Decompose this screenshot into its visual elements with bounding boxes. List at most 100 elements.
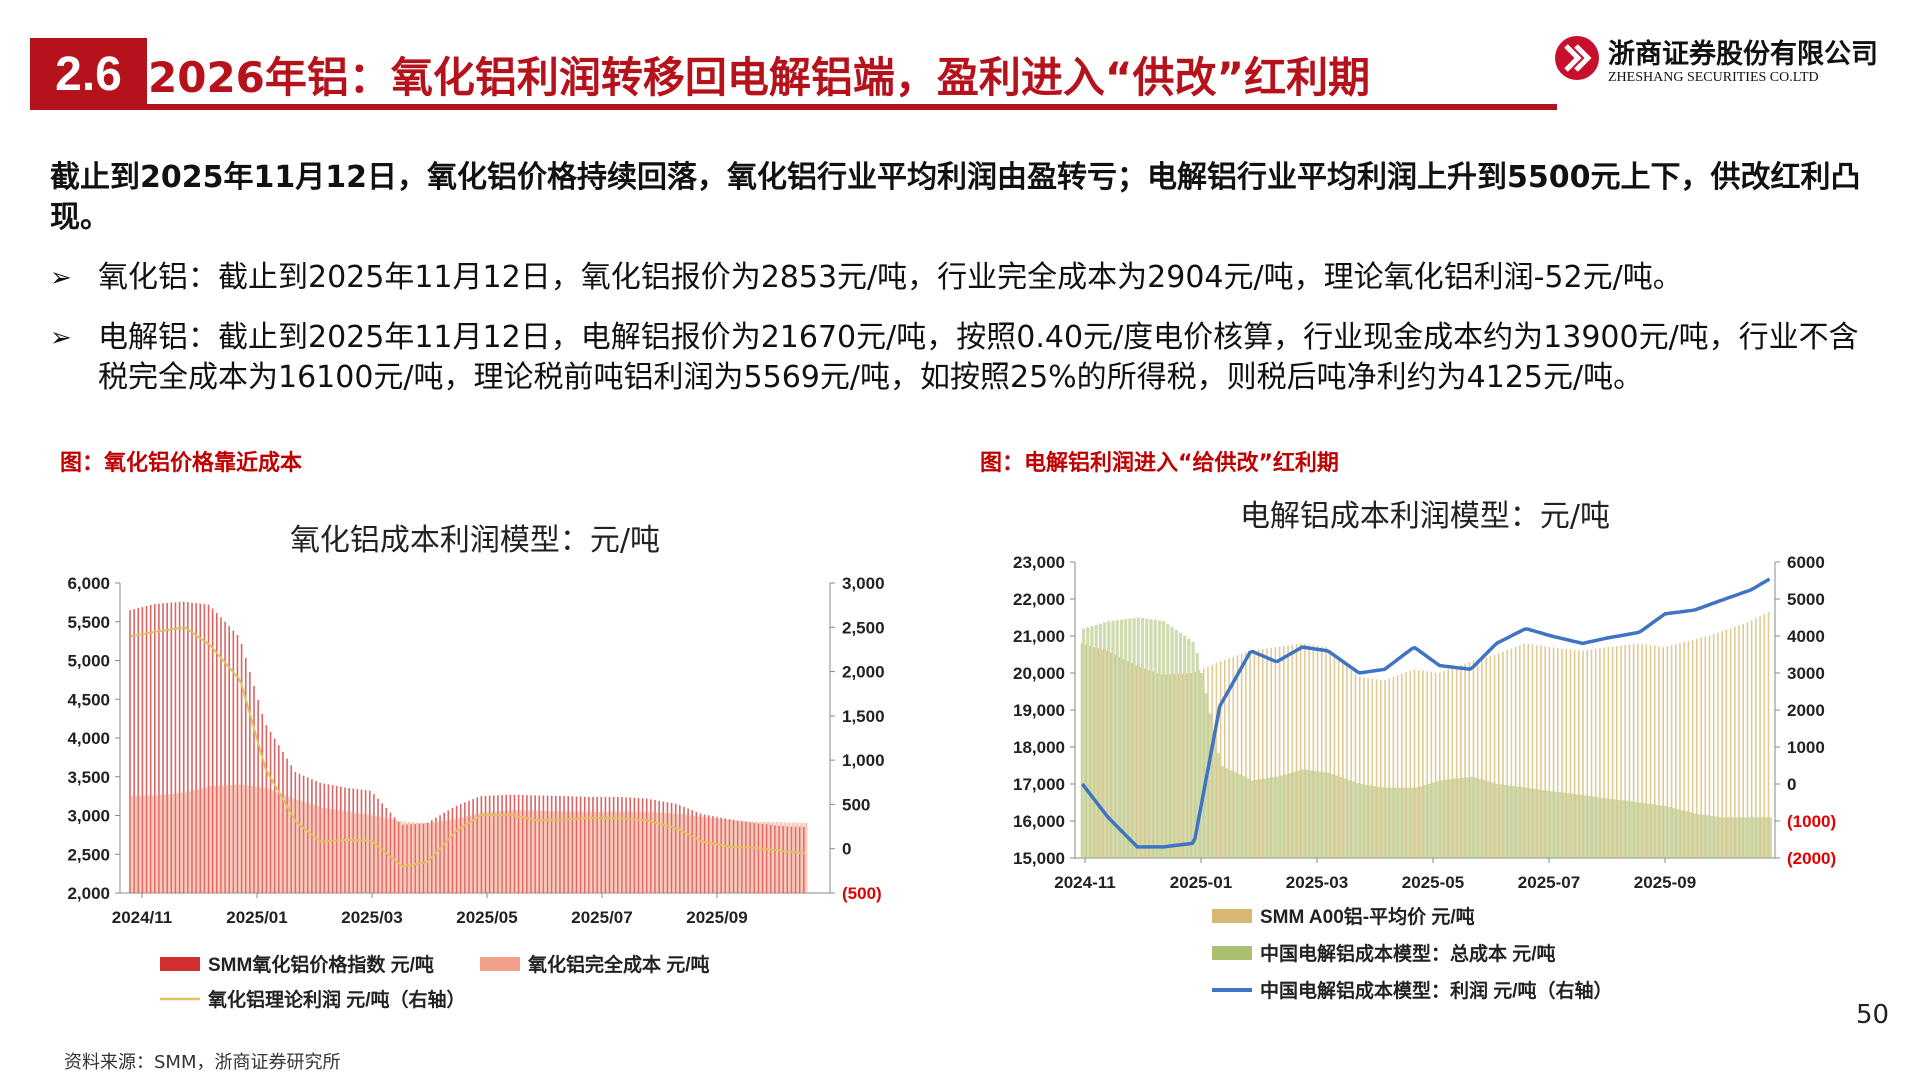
price-bar (1350, 670, 1353, 858)
price-bar (1658, 646, 1660, 858)
cost-bar (1709, 815, 1714, 858)
cost-bar (1764, 817, 1768, 858)
cost-bar (1553, 791, 1558, 858)
cost-bar (1494, 783, 1499, 858)
price-bar (1283, 645, 1285, 858)
cost-bar (266, 788, 271, 893)
price-bar (749, 822, 751, 893)
price-bar (745, 821, 747, 893)
cost-bar (1423, 784, 1427, 858)
cost-bar (299, 801, 304, 893)
price-bar (567, 796, 570, 893)
cost-bar (155, 795, 159, 893)
cost-bar (1305, 769, 1309, 858)
price-bar (1540, 645, 1542, 858)
price-bar (1569, 649, 1572, 858)
cost-bar (1545, 790, 1549, 858)
y-right-tick-label: 1,000 (842, 751, 885, 770)
cost-bar (485, 812, 490, 893)
price-bar (282, 751, 284, 893)
cost-bar (1212, 733, 1216, 858)
cost-bar (700, 816, 705, 893)
cost-bar (1132, 618, 1136, 858)
price-bar (1443, 671, 1445, 858)
price-bar (555, 795, 557, 893)
price-bar (1586, 650, 1589, 858)
price-bar (550, 795, 553, 893)
price-bar (294, 772, 297, 893)
y-left-tick-label: 15,000 (1013, 849, 1065, 868)
price-bar (1767, 612, 1770, 858)
price-bar (1320, 646, 1323, 858)
cost-bar (1596, 797, 1600, 858)
cost-bar (1634, 801, 1638, 858)
price-bar (1687, 640, 1690, 858)
price-bar (1363, 677, 1365, 858)
cost-bar (1465, 777, 1469, 858)
price-bar (687, 808, 689, 893)
cost-bar (353, 812, 357, 893)
cost-bar (800, 822, 804, 893)
price-bar (1734, 626, 1736, 858)
cost-bar (523, 810, 527, 893)
price-bar (521, 794, 524, 893)
cost-bar (229, 785, 233, 893)
price-bar (1552, 647, 1555, 858)
price-bar (575, 796, 578, 893)
cost-bar (1330, 774, 1334, 858)
cost-bar (1296, 770, 1301, 858)
cost-bar (733, 820, 738, 893)
price-bar (1590, 649, 1593, 858)
cost-bar (576, 811, 581, 893)
price-bar (579, 796, 582, 893)
cost-bar (626, 811, 630, 893)
alumina-cost-profit-chart: 氧化铝成本利润模型：元/吨 6,000 5,500 5,000 4,500 4,000 3,… (67, 523, 885, 1011)
price-bar (418, 823, 421, 893)
cost-bar (233, 784, 237, 893)
cost-bar (593, 811, 597, 893)
cost-bar (1242, 776, 1246, 858)
price-bar (1594, 648, 1597, 858)
price-bar (1548, 646, 1551, 858)
cost-bar (1427, 783, 1431, 858)
y-left-tick-label: 3,500 (67, 768, 110, 787)
legend-bar-swatch (480, 957, 520, 971)
cost-bar (1726, 817, 1730, 858)
price-bar (1746, 622, 1749, 858)
y-right-tick-label: 3000 (1787, 664, 1825, 683)
price-bar (1114, 654, 1117, 858)
price-bar (798, 826, 801, 893)
cost-bar (490, 811, 494, 893)
price-bar (538, 795, 541, 893)
y-left-tick-label: 17,000 (1013, 775, 1065, 794)
price-bar (592, 796, 594, 893)
cost-bar (357, 813, 361, 893)
cost-bar (328, 808, 333, 893)
profit-line (1080, 577, 1771, 849)
price-bar (1097, 648, 1100, 858)
cost-bar (659, 812, 663, 893)
cost-bar (1128, 618, 1132, 858)
x-tick-label: 2025/09 (686, 908, 747, 927)
cost-bar (1516, 786, 1520, 858)
cost-bar (1339, 777, 1343, 858)
price-bar (757, 823, 760, 893)
cost-bar (1735, 817, 1739, 858)
cost-bar (1482, 780, 1486, 858)
price-bar (1202, 668, 1205, 858)
y-left-tick-label: 5,500 (67, 613, 110, 632)
y-right-tick-label: 5000 (1787, 590, 1825, 609)
cost-bar (1187, 638, 1191, 858)
cost-bar (667, 813, 672, 893)
price-bar (707, 815, 710, 893)
cost-bar (630, 811, 634, 893)
price-bar (1190, 673, 1192, 858)
cost-bar (151, 795, 155, 893)
cost-bar (1457, 778, 1461, 858)
company-name-en: ZHESHANG SECURITIES CO.LTD (1608, 70, 1819, 85)
cost-bar (432, 822, 436, 893)
price-bar (468, 800, 470, 893)
cost-bar (258, 787, 262, 893)
legend-bar-swatch (1212, 909, 1252, 923)
price-bar (1607, 646, 1610, 858)
